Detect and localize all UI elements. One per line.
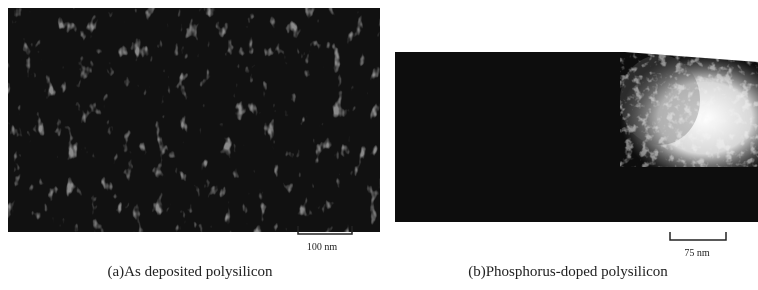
panel-a: 100 nm (a)As deposited polysilicon bbox=[8, 8, 380, 280]
scale-label: 100 nm bbox=[307, 242, 338, 253]
figure: 100 nm (a)As deposited polysilicon 75 nm… bbox=[0, 0, 758, 290]
scale-bar bbox=[670, 232, 726, 240]
micrograph-texture bbox=[620, 52, 758, 167]
caption: (a)As deposited polysilicon bbox=[108, 264, 273, 280]
caption: (b)Phosphorus-doped polysilicon bbox=[468, 264, 668, 280]
micrograph-texture bbox=[8, 8, 380, 232]
panel-b: 75 nm (b)Phosphorus-doped polysilicon bbox=[395, 52, 758, 280]
dark-band bbox=[395, 167, 758, 222]
scale-label: 75 nm bbox=[684, 248, 710, 259]
